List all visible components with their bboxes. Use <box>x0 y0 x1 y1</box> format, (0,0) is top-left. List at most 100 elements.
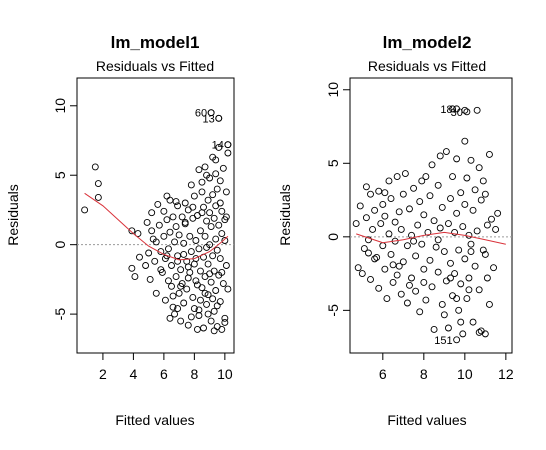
data-point <box>385 177 393 185</box>
data-point <box>209 295 217 303</box>
data-point <box>154 200 162 208</box>
data-point <box>389 261 397 269</box>
data-point <box>365 249 372 257</box>
data-point <box>213 302 221 310</box>
data-point <box>479 177 487 185</box>
data-point <box>410 184 418 192</box>
data-point <box>379 201 387 208</box>
data-point <box>193 281 201 289</box>
data-point <box>165 277 172 285</box>
data-point <box>453 336 461 344</box>
data-point <box>365 236 372 244</box>
data-point <box>171 310 179 318</box>
data-point <box>177 282 185 290</box>
data-point <box>180 299 188 307</box>
data-point <box>449 292 456 300</box>
data-point <box>136 253 143 261</box>
data-point <box>477 196 485 204</box>
data-point <box>492 226 500 233</box>
data-point <box>169 213 177 221</box>
data-point <box>455 306 463 314</box>
data-point <box>193 325 201 333</box>
data-point <box>175 289 183 297</box>
data-point <box>204 260 212 268</box>
data-point <box>395 262 403 270</box>
data-point <box>483 274 491 282</box>
data-point <box>391 218 399 226</box>
data-point <box>463 295 471 303</box>
data-point <box>465 274 473 282</box>
data-point <box>195 306 203 314</box>
data-point <box>200 324 207 332</box>
chart-title: lm_model2 <box>383 33 472 52</box>
data-point <box>467 240 475 248</box>
data-point <box>207 223 215 231</box>
data-point <box>183 285 191 293</box>
data-point <box>163 252 171 260</box>
data-point <box>469 206 477 214</box>
data-point <box>222 188 230 196</box>
data-point <box>401 170 409 178</box>
data-point <box>186 232 194 240</box>
data-point <box>375 187 383 195</box>
data-point <box>455 246 463 254</box>
data-point <box>397 290 405 298</box>
data-point <box>146 275 154 283</box>
data-point <box>203 217 211 225</box>
data-point <box>213 246 221 254</box>
data-point <box>180 250 188 258</box>
data-point <box>189 293 197 301</box>
data-point <box>209 252 217 260</box>
data-point <box>174 252 182 260</box>
data-point <box>207 317 215 325</box>
data-point <box>166 196 174 204</box>
data-point <box>442 277 450 285</box>
data-point <box>490 264 497 272</box>
data-point <box>430 326 438 333</box>
data-point <box>430 217 438 225</box>
data-point <box>195 312 203 319</box>
data-point <box>213 185 221 193</box>
data-point <box>453 295 461 303</box>
data-point <box>449 105 456 113</box>
data-point <box>224 141 232 149</box>
data-point <box>169 303 177 311</box>
data-point <box>477 327 485 335</box>
data-point <box>216 177 224 185</box>
data-point <box>420 265 428 273</box>
x-tick-label: 8 <box>420 366 428 382</box>
data-point <box>152 289 160 297</box>
data-point <box>218 230 226 238</box>
data-point <box>481 251 489 258</box>
data-point <box>198 178 206 186</box>
data-point <box>181 199 189 207</box>
data-point <box>151 257 159 265</box>
data-point <box>216 199 224 207</box>
data-point <box>414 221 422 229</box>
data-point <box>148 227 156 235</box>
data-point <box>473 106 481 114</box>
point-label: 18 <box>440 104 452 116</box>
data-point <box>197 267 204 275</box>
data-point <box>201 232 209 240</box>
data-point <box>469 318 477 326</box>
data-point <box>134 230 142 238</box>
x-axis-label: Fitted values <box>115 412 194 428</box>
data-point <box>175 231 183 239</box>
data-point <box>221 237 229 244</box>
data-point <box>381 265 389 273</box>
chart-subtitle: Residuals vs Fitted <box>368 58 486 74</box>
y-tick-label: 5 <box>52 171 68 179</box>
data-point <box>174 305 182 313</box>
data-point <box>203 300 211 308</box>
data-point <box>215 143 223 151</box>
data-point <box>168 282 175 290</box>
data-point <box>128 264 136 272</box>
data-point <box>362 214 370 222</box>
data-point <box>481 190 489 198</box>
data-point <box>190 260 198 268</box>
data-point <box>149 235 157 243</box>
y-tick-label: 10 <box>52 98 68 114</box>
data-point <box>210 214 218 222</box>
data-point <box>418 177 426 185</box>
